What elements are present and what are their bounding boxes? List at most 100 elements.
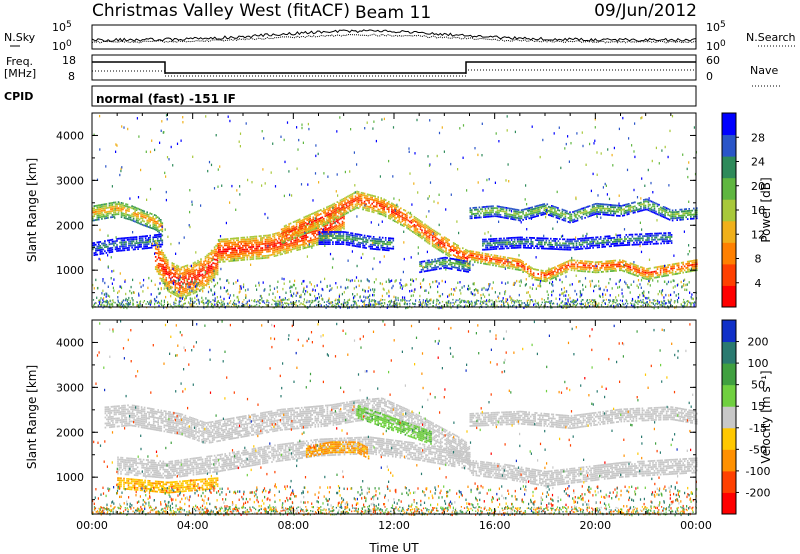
range-gate-cell bbox=[686, 268, 689, 271]
range-gate-cell bbox=[525, 218, 527, 220]
range-gate-cell bbox=[606, 214, 609, 216]
range-gate-cell bbox=[198, 265, 201, 267]
range-gate-cell bbox=[186, 272, 189, 275]
range-gate-cell bbox=[122, 204, 124, 207]
range-gate-cell bbox=[413, 215, 416, 218]
range-gate-cell bbox=[176, 282, 178, 285]
range-gate-cell bbox=[492, 262, 494, 265]
range-gate-cell bbox=[516, 217, 518, 219]
range-gate-cell bbox=[222, 246, 224, 249]
range-gate-cell bbox=[278, 233, 280, 236]
range-gate-cell bbox=[105, 211, 108, 213]
range-gate-cell bbox=[287, 251, 289, 254]
range-gate-cell bbox=[160, 239, 162, 242]
range-gate-cell bbox=[220, 244, 223, 247]
range-gate-cell bbox=[662, 208, 665, 210]
range-gate-cell bbox=[264, 255, 267, 257]
range-gate-cell bbox=[573, 210, 576, 213]
range-gate-cell bbox=[347, 199, 349, 202]
range-gate-cell bbox=[466, 260, 468, 263]
range-gate-cell bbox=[366, 199, 369, 202]
range-gate-cell bbox=[532, 268, 535, 270]
range-gate-cell bbox=[204, 259, 207, 262]
range-gate-cell bbox=[515, 244, 517, 247]
range-gate-cell bbox=[343, 221, 345, 224]
range-gate-cell bbox=[640, 272, 642, 274]
range-gate-cell bbox=[419, 263, 421, 265]
range-gate-cell bbox=[351, 197, 354, 199]
range-gate-cell bbox=[275, 246, 277, 249]
range-gate-cell bbox=[372, 244, 375, 246]
range-gate-cell bbox=[101, 250, 103, 253]
range-gate-cell bbox=[413, 220, 416, 222]
range-gate-cell bbox=[261, 243, 264, 245]
range-gate-cell bbox=[424, 231, 426, 234]
range-gate-cell bbox=[456, 267, 459, 269]
range-gate-cell bbox=[232, 249, 235, 252]
range-gate-cell bbox=[478, 216, 481, 219]
range-gate-cell bbox=[602, 241, 605, 244]
range-gate-cell bbox=[659, 265, 662, 268]
range-gate-cell bbox=[656, 274, 659, 277]
range-gate-cell bbox=[611, 210, 613, 213]
range-gate-cell bbox=[495, 254, 497, 257]
range-gate-cell bbox=[212, 270, 214, 273]
range-gate-cell bbox=[652, 234, 655, 237]
range-gate-cell bbox=[191, 268, 193, 271]
range-gate-cell bbox=[628, 233, 631, 236]
range-gate-cell bbox=[183, 291, 186, 294]
range-gate-cell bbox=[548, 269, 550, 271]
range-gate-cell bbox=[170, 273, 172, 276]
range-gate-cell bbox=[557, 215, 559, 217]
range-gate-cell bbox=[327, 233, 330, 235]
range-gate-cell bbox=[516, 244, 519, 247]
range-gate-cell bbox=[368, 245, 370, 248]
range-gate-cell bbox=[344, 197, 346, 199]
range-gate-cell bbox=[587, 239, 590, 241]
range-gate-cell bbox=[154, 239, 157, 242]
range-gate-cell bbox=[220, 256, 223, 259]
range-gate-cell bbox=[314, 240, 317, 243]
range-gate-cell bbox=[377, 246, 379, 249]
range-gate-cell bbox=[335, 228, 338, 231]
range-gate-cell bbox=[504, 241, 507, 244]
range-gate-cell bbox=[503, 247, 505, 250]
range-gate-cell bbox=[125, 243, 127, 245]
range-gate-cell bbox=[95, 205, 97, 207]
range-gate-cell bbox=[617, 261, 620, 264]
range-gate-cell bbox=[557, 275, 559, 277]
range-gate-cell bbox=[433, 235, 435, 238]
range-gate-cell bbox=[665, 272, 668, 275]
range-gate-cell bbox=[443, 244, 446, 247]
range-gate-cell bbox=[554, 238, 557, 240]
range-gate-cell bbox=[646, 239, 649, 241]
range-gate-cell bbox=[111, 251, 114, 253]
range-gate-cell bbox=[622, 240, 625, 242]
range-gate-cell bbox=[491, 238, 493, 240]
range-gate-cell bbox=[535, 276, 538, 279]
range-gate-cell bbox=[668, 272, 671, 274]
range-gate-cell bbox=[161, 265, 163, 268]
range-gate-cell bbox=[448, 243, 450, 246]
range-gate-cell bbox=[570, 259, 573, 261]
range-gate-cell bbox=[378, 248, 381, 251]
range-gate-cell bbox=[159, 259, 161, 262]
range-gate-cell bbox=[565, 248, 567, 251]
range-gate-cell bbox=[128, 236, 130, 239]
range-gate-cell bbox=[324, 221, 327, 223]
range-gate-cell bbox=[620, 207, 623, 209]
range-gate-cell bbox=[495, 207, 497, 209]
range-gate-cell bbox=[528, 265, 530, 268]
range-gate-cell bbox=[629, 272, 632, 275]
range-gate-cell bbox=[164, 258, 166, 261]
range-gate-cell bbox=[269, 236, 271, 238]
range-gate-cell bbox=[510, 265, 512, 268]
range-gate-cell bbox=[523, 264, 526, 266]
range-gate-cell bbox=[632, 267, 635, 270]
range-gate-cell bbox=[125, 215, 127, 218]
range-gate-cell bbox=[680, 210, 683, 213]
range-gate-cell bbox=[652, 205, 654, 208]
range-gate-cell bbox=[593, 213, 595, 216]
range-gate-cell bbox=[392, 219, 395, 222]
range-gate-cell bbox=[634, 243, 637, 246]
